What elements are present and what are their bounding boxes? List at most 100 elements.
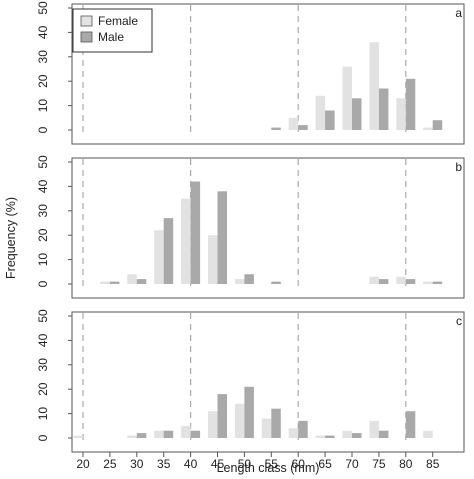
- panel-a: 0 10 20 30 40 50 a: [36, 1, 465, 145]
- bar-a-female-60: [288, 117, 299, 130]
- x-tick-label-45: 45: [211, 457, 225, 471]
- x-tick-label-80: 80: [399, 457, 413, 471]
- panel-letter-b: b: [455, 160, 462, 174]
- y-tick-label-b-30: 30: [36, 204, 50, 218]
- bar-b-female-35: [154, 230, 164, 284]
- bar-b-female-45: [208, 235, 218, 284]
- bar-b-male-35: [163, 218, 174, 284]
- bar-a-female-80: [396, 98, 406, 130]
- bar-a-female-75: [369, 42, 379, 131]
- x-tick-label-40: 40: [184, 457, 198, 471]
- x-axis: 20 25 30 35 40 45 50 55 60 65 70 75 80 85: [76, 452, 440, 471]
- bar-b-female-75: [369, 276, 379, 284]
- panel-c: 0 10 20 30 40 50 c: [36, 309, 465, 453]
- bar-c-male-50: [244, 386, 254, 438]
- y-tick-label-b-50: 50: [36, 155, 50, 169]
- bar-b-male-55: [271, 281, 281, 284]
- panel-letter-c: c: [456, 314, 462, 328]
- bar-c-female-20: [73, 435, 83, 438]
- legend: Female Male: [72, 8, 153, 53]
- bar-c-male-30: [136, 433, 147, 438]
- bar-b-male-75: [378, 279, 389, 284]
- x-tick-label-35: 35: [157, 457, 171, 471]
- y-tick-label-b-20: 20: [36, 228, 50, 242]
- x-tick-label-60: 60: [292, 457, 306, 471]
- bar-a-male-65: [325, 110, 335, 130]
- bar-c-female-55: [261, 418, 272, 438]
- x-tick-label-70: 70: [345, 457, 359, 471]
- x-tick-label-25: 25: [103, 457, 117, 471]
- panel-frame-a: [71, 3, 465, 145]
- bar-c-female-35: [154, 430, 164, 438]
- x-axis-title: Length class (mm): [217, 461, 320, 475]
- x-tick-label-50: 50: [238, 457, 252, 471]
- bar-a-male-60: [298, 125, 308, 130]
- legend-label-male: Male: [98, 30, 124, 44]
- bar-a-male-80: [405, 78, 416, 130]
- panel-b: 0 10 20 30 40 50 b: [36, 155, 465, 299]
- bar-b-male-40: [190, 181, 201, 284]
- y-tick-label-a-30: 30: [36, 50, 50, 64]
- bar-b-male-30: [136, 279, 147, 284]
- panel-frame-c: [71, 311, 465, 453]
- bar-b-female-30: [127, 274, 137, 284]
- bar-a-female-85: [423, 127, 433, 130]
- bar-c-male-45: [217, 394, 227, 438]
- bar-a-male-70: [352, 98, 362, 130]
- bar-c-female-75: [369, 420, 379, 438]
- y-tick-label-c-10: 10: [36, 407, 50, 421]
- bar-c-male-80: [405, 411, 416, 438]
- bar-b-male-45: [217, 191, 227, 284]
- bar-b-male-85: [432, 281, 443, 284]
- bar-a-male-55: [271, 127, 281, 130]
- bar-c-female-50: [234, 403, 245, 438]
- bar-a-female-65: [315, 95, 326, 130]
- bar-c-male-35: [163, 430, 174, 438]
- y-tick-label-a-0: 0: [36, 126, 50, 133]
- y-tick-label-c-0: 0: [36, 434, 50, 441]
- y-tick-label-a-50: 50: [36, 1, 50, 15]
- y-tick-label-a-20: 20: [36, 74, 50, 88]
- bar-c-female-40: [181, 425, 191, 438]
- bar-b-female-40: [181, 198, 191, 284]
- bar-c-female-65: [315, 435, 326, 438]
- bar-b-male-80: [405, 279, 416, 284]
- y-tick-label-b-0: 0: [36, 280, 50, 287]
- bar-a-female-70: [342, 66, 352, 130]
- legend-label-female: Female: [98, 14, 138, 28]
- y-tick-label-b-10: 10: [36, 253, 50, 267]
- x-tick-label-65: 65: [318, 457, 332, 471]
- y-tick-label-a-40: 40: [36, 25, 50, 39]
- bar-b-male-50: [244, 274, 254, 284]
- x-tick-label-30: 30: [130, 457, 144, 471]
- y-tick-label-b-40: 40: [36, 179, 50, 193]
- bar-c-female-45: [208, 411, 218, 438]
- x-tick-label-75: 75: [372, 457, 386, 471]
- bar-c-female-30: [127, 435, 137, 438]
- bar-a-male-75: [378, 88, 389, 130]
- bar-c-male-65: [325, 435, 335, 438]
- x-tick-label-55: 55: [265, 457, 279, 471]
- bar-b-female-25: [100, 281, 110, 284]
- bar-c-male-60: [298, 420, 308, 438]
- bar-c-female-70: [342, 430, 352, 438]
- bar-c-female-60: [288, 428, 299, 438]
- bar-a-male-85: [432, 120, 443, 130]
- panel-letter-a: a: [455, 6, 462, 20]
- bar-b-female-50: [234, 279, 245, 284]
- bar-b-female-80: [396, 276, 406, 284]
- bar-c-female-85: [423, 430, 433, 438]
- y-tick-label-c-30: 30: [36, 358, 50, 372]
- bar-c-male-75: [378, 430, 389, 438]
- y-axis-title: Frequency (%): [4, 197, 18, 279]
- bar-c-male-55: [271, 408, 281, 438]
- y-tick-label-c-50: 50: [36, 309, 50, 323]
- y-tick-label-c-20: 20: [36, 382, 50, 396]
- panel-frame-b: [71, 157, 465, 299]
- y-tick-label-a-10: 10: [36, 99, 50, 113]
- x-tick-label-20: 20: [76, 457, 90, 471]
- legend-swatch-male: [80, 31, 93, 43]
- x-tick-label-85: 85: [426, 457, 440, 471]
- panels: 0 10 20 30 40 50 a 0 10 20 30 40 50 b 0 10 20 30 40 50 c: [36, 1, 465, 453]
